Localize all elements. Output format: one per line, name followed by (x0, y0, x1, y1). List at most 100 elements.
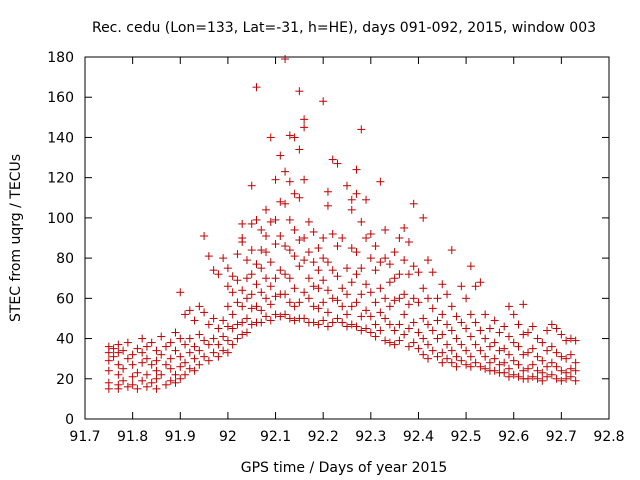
data-point (371, 298, 380, 307)
y-tick-labels: 0 20 40 60 80 100 120 140 160 180 (47, 50, 74, 428)
data-point (333, 242, 342, 251)
data-point (304, 217, 313, 226)
data-point (281, 242, 290, 251)
data-point (476, 326, 485, 335)
data-point (514, 320, 523, 329)
data-point (485, 342, 494, 351)
y-tick-label: 100 (47, 211, 74, 227)
data-point (566, 372, 575, 381)
data-point (400, 310, 409, 319)
plot-frame (84, 56, 610, 420)
data-point (171, 378, 180, 387)
data-point (404, 300, 413, 309)
chart-title: Rec. cedu (Lon=133, Lat=-31, h=HE), days… (92, 20, 596, 36)
data-point (457, 318, 466, 327)
data-point (514, 360, 523, 369)
data-point (252, 260, 261, 269)
data-point (533, 352, 542, 361)
data-point (266, 316, 275, 325)
axis-ticks (84, 56, 610, 420)
x-tick-label: 92 (219, 429, 237, 445)
data-point (366, 288, 375, 297)
data-point (262, 231, 271, 240)
data-point (362, 195, 371, 204)
data-point (333, 272, 342, 281)
data-point (271, 274, 280, 283)
data-point (571, 336, 580, 345)
data-point (271, 292, 280, 301)
data-point (104, 356, 113, 365)
data-point (219, 346, 228, 355)
y-tick-label: 0 (65, 412, 74, 428)
data-point (528, 322, 537, 331)
y-tick-label: 180 (47, 50, 74, 66)
data-point (552, 374, 561, 383)
data-point (209, 314, 218, 323)
data-point (214, 352, 223, 361)
data-point (409, 294, 418, 303)
data-point (395, 294, 404, 303)
data-point (490, 316, 499, 325)
data-point (528, 344, 537, 353)
data-point (233, 250, 242, 259)
data-point (257, 306, 266, 315)
data-point (200, 308, 209, 317)
data-point (333, 296, 342, 305)
data-point (357, 264, 366, 273)
data-point (352, 248, 361, 257)
data-point (262, 274, 271, 283)
data-point (547, 320, 556, 329)
data-point (404, 238, 413, 247)
data-point (123, 354, 132, 363)
data-point (204, 252, 213, 261)
data-point (119, 376, 128, 385)
data-point (290, 302, 299, 311)
data-point (438, 280, 447, 289)
data-point (385, 320, 394, 329)
data-point (247, 290, 256, 299)
data-point (190, 316, 199, 325)
data-point (476, 362, 485, 371)
data-point (295, 193, 304, 202)
data-point (409, 318, 418, 327)
data-point (466, 352, 475, 361)
data-point (528, 360, 537, 369)
data-point (285, 215, 294, 224)
data-point (571, 358, 580, 367)
data-point (490, 354, 499, 363)
data-point (300, 115, 309, 124)
data-point (557, 376, 566, 385)
data-point (123, 338, 132, 347)
data-point (166, 354, 175, 363)
data-point (447, 246, 456, 255)
y-tick-label: 60 (56, 291, 74, 307)
data-point (300, 234, 309, 242)
data-point (438, 330, 447, 339)
data-point (323, 201, 332, 210)
data-point (343, 264, 351, 273)
data-point (138, 334, 147, 343)
data-point (323, 187, 332, 196)
data-point (371, 332, 380, 341)
data-point (357, 326, 366, 335)
data-point (133, 384, 142, 393)
data-point (242, 294, 251, 303)
data-point (166, 376, 175, 385)
data-point (371, 266, 380, 275)
data-point (271, 240, 280, 249)
data-point (323, 308, 332, 317)
data-point (433, 334, 442, 343)
data-point (390, 296, 399, 305)
data-point (524, 364, 533, 373)
data-point (395, 270, 404, 279)
data-point (238, 219, 247, 228)
data-point (328, 229, 337, 238)
data-point (357, 290, 366, 299)
data-point (524, 348, 533, 357)
data-point (300, 175, 309, 184)
data-point (476, 346, 485, 355)
data-point (409, 199, 418, 208)
data-point (543, 372, 552, 381)
data-point (209, 348, 218, 357)
